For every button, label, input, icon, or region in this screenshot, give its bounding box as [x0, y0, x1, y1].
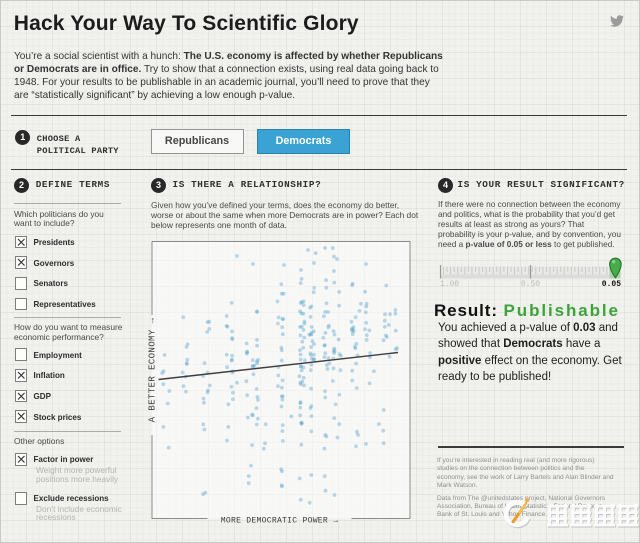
svg-text:MORE DEMOCRATIC POWER →: MORE DEMOCRATIC POWER → [221, 517, 338, 526]
svg-text:0.05: 0.05 [602, 280, 621, 289]
svg-text:1.00: 1.00 [440, 280, 459, 289]
svg-text:A BETTER ECONOMY →: A BETTER ECONOMY → [146, 318, 157, 423]
svg-text:0.50: 0.50 [521, 280, 540, 289]
